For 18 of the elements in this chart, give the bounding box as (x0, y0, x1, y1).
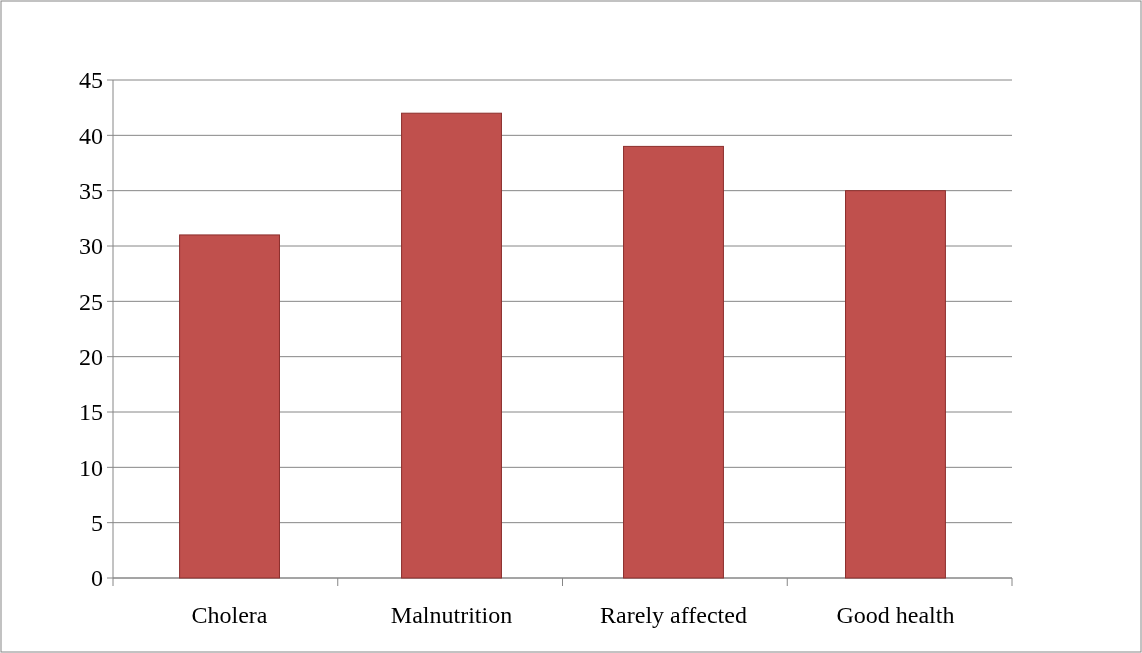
y-tick-label: 25 (79, 288, 103, 315)
y-tick-label: 0 (91, 565, 103, 592)
x-tick-label: Cholera (191, 602, 268, 628)
bar (179, 234, 280, 579)
x-tick-label: Malnutrition (390, 602, 513, 628)
bar (401, 112, 502, 579)
bar (845, 190, 946, 579)
y-tick-label: 15 (79, 399, 103, 426)
bar (623, 145, 724, 579)
y-tick-label: 10 (79, 454, 103, 481)
x-tick-label: Good health (836, 602, 955, 628)
y-tick-label: 5 (91, 510, 103, 537)
y-tick-label: 20 (79, 344, 103, 371)
y-tick-label: 30 (79, 233, 103, 260)
x-tick-label: Rarely affected (600, 602, 747, 628)
y-tick-label: 35 (79, 178, 103, 205)
y-tick-label: 40 (79, 122, 103, 149)
y-tick-label: 45 (79, 67, 103, 94)
